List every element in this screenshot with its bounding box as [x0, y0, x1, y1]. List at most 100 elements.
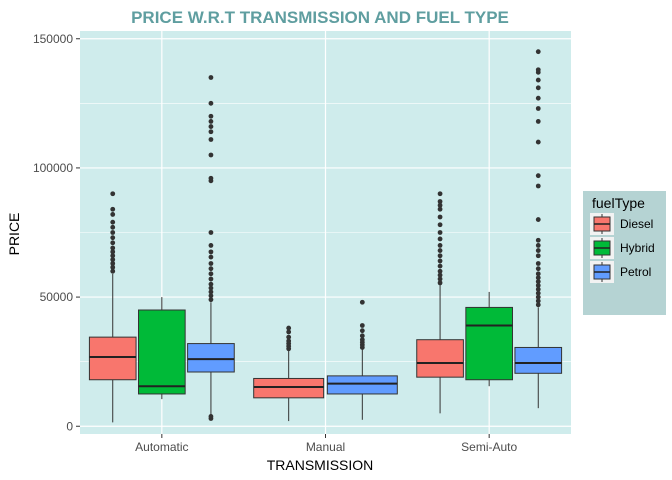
outlier-point: [286, 325, 292, 331]
outlier-point: [535, 286, 541, 292]
outlier-point: [286, 334, 292, 340]
outlier-point: [208, 289, 214, 295]
outlier-point: [359, 299, 365, 305]
box-iqr: [253, 377, 325, 399]
box-iqr: [514, 346, 563, 374]
outlier-point: [437, 276, 443, 282]
box-hybrid-semi-auto: [465, 291, 513, 387]
outlier-point: [535, 217, 541, 222]
outlier-point: [437, 236, 443, 242]
outlier-point: [437, 202, 443, 208]
outlier-point: [208, 281, 214, 287]
box-diesel-automatic: [88, 191, 137, 423]
outlier-point: [535, 119, 541, 124]
legend-label: Diesel: [620, 217, 653, 231]
y-tick-label: 0: [66, 419, 73, 433]
outlier-point: [208, 285, 214, 291]
legend-title: fuelType: [592, 195, 645, 211]
outlier-point: [208, 297, 214, 303]
outlier-point: [110, 212, 116, 217]
outlier-point: [437, 280, 443, 286]
outlier-point: [535, 271, 541, 277]
outlier-point: [208, 414, 214, 419]
y-tick-label: 50000: [40, 290, 74, 304]
outlier-point: [208, 243, 214, 248]
outlier-point: [535, 237, 541, 243]
outlier-point: [286, 338, 292, 344]
outlier-point: [208, 271, 214, 277]
box-hybrid-automatic: [138, 297, 186, 400]
outlier-point: [208, 175, 214, 181]
box-iqr: [326, 375, 398, 395]
box-iqr: [187, 343, 235, 373]
outlier-point: [437, 222, 443, 228]
outlier-point: [208, 249, 214, 255]
outlier-point: [437, 214, 443, 220]
outlier-point: [359, 323, 365, 328]
box-iqr: [138, 309, 186, 395]
outlier-point: [208, 119, 214, 124]
legend: fuelType Diesel Hybrid Petrol: [583, 191, 666, 315]
outlier-point: [110, 253, 116, 259]
legend-item-diesel: Diesel: [590, 213, 653, 235]
outlier-point: [535, 290, 541, 296]
outlier-point: [535, 253, 541, 259]
outlier-point: [110, 249, 116, 255]
outlier-point: [110, 264, 116, 270]
outlier-point: [208, 293, 214, 299]
x-tick-label: Automatic: [135, 440, 188, 454]
box-diesel-manual: [253, 325, 325, 422]
box-iqr: [416, 339, 464, 378]
outlier-point: [208, 113, 214, 119]
outlier-point: [110, 206, 116, 212]
outlier-point: [535, 67, 541, 73]
outlier-point: [535, 139, 541, 145]
outlier-point: [286, 329, 292, 335]
box-petrol-manual: [326, 299, 398, 420]
outlier-point: [208, 254, 214, 260]
outlier-point: [359, 328, 365, 334]
box-iqr: [465, 306, 513, 381]
outlier-point: [110, 240, 116, 246]
outlier-point: [437, 268, 443, 274]
outlier-point: [437, 258, 443, 264]
outlier-point: [535, 294, 541, 300]
outlier-point: [437, 206, 443, 212]
outlier-point: [110, 224, 116, 230]
outlier-point: [437, 199, 443, 204]
outlier-point: [535, 243, 541, 248]
outlier-point: [437, 272, 443, 278]
outlier-point: [110, 257, 116, 263]
chart-title: PRICE W.R.T TRANSMISSION AND FUEL TYPE: [131, 8, 509, 27]
outlier-point: [437, 243, 443, 248]
box-petrol-semi-auto: [514, 49, 563, 409]
outlier-point: [535, 85, 541, 91]
outlier-point: [110, 235, 116, 241]
outlier-point: [110, 219, 116, 225]
y-tick-label: 150000: [33, 32, 73, 46]
outlier-point: [208, 124, 214, 129]
outlier-point: [208, 261, 214, 266]
outlier-point: [535, 279, 541, 284]
outlier-point: [437, 191, 443, 197]
outlier-point: [437, 248, 443, 253]
outlier-point: [208, 152, 214, 158]
outlier-point: [437, 230, 443, 235]
outlier-point: [208, 266, 214, 272]
y-axis-title: PRICE: [6, 213, 22, 256]
box-diesel-semi-auto: [416, 191, 464, 414]
y-axis: 0 50000 100000 150000: [33, 32, 80, 433]
outlier-point: [208, 100, 214, 106]
outlier-point: [535, 106, 541, 111]
outlier-point: [208, 276, 214, 282]
legend-item-petrol: Petrol: [590, 261, 651, 283]
outlier-point: [535, 283, 541, 288]
outlier-point: [437, 263, 443, 269]
x-tick-label: Semi-Auto: [461, 440, 517, 454]
outlier-point: [535, 248, 541, 253]
outlier-point: [208, 129, 214, 135]
outlier-point: [535, 261, 541, 266]
outlier-point: [535, 173, 541, 179]
outlier-point: [535, 77, 541, 83]
